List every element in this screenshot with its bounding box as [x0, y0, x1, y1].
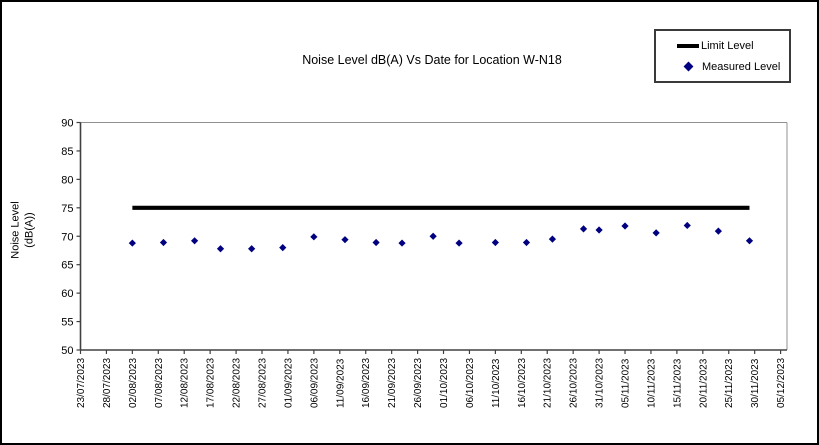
x-tick-label: 23/07/2023: [76, 358, 87, 408]
y-tick-label: 55: [61, 317, 73, 329]
legend-item-measured-level: Measured Level: [656, 61, 789, 73]
legend-limit-label: Limit Level: [701, 39, 754, 52]
measured-data-point: [745, 237, 754, 245]
x-tick-label: 28/07/2023: [102, 358, 113, 408]
measured-data-point: [372, 238, 380, 247]
y-tick-label: 60: [61, 288, 73, 300]
x-tick-label: 20/11/2023: [698, 358, 709, 408]
x-tick-label: 30/11/2023: [750, 358, 761, 408]
measured-data-point: [190, 237, 199, 245]
measured-data-point: [522, 238, 531, 247]
x-tick-label: 01/10/2023: [439, 358, 450, 408]
measured-data-point: [579, 225, 588, 233]
limit-line-swatch-icon: [677, 43, 699, 48]
measured-data-point: [279, 244, 287, 252]
measured-data-point: [548, 235, 557, 243]
legend-item-limit-level: Limit Level: [656, 40, 789, 52]
x-tick-label: 06/10/2023: [465, 358, 476, 408]
measured-data-point: [248, 245, 256, 253]
y-tick-label: 75: [61, 203, 73, 215]
x-tick-label: 06/09/2023: [309, 358, 320, 408]
y-tick-label: 50: [61, 345, 73, 357]
legend-measured-label: Measured Level: [702, 60, 781, 73]
x-tick-label: 12/08/2023: [180, 358, 191, 408]
x-tick-label: 26/10/2023: [569, 358, 580, 408]
measured-data-point: [621, 222, 629, 230]
measured-data-point: [455, 239, 463, 247]
x-tick-label: 17/08/2023: [206, 358, 217, 408]
measured-data-point: [429, 232, 437, 240]
measured-data-point: [652, 229, 660, 237]
measured-data-point: [714, 227, 722, 235]
chart-title: Noise Level dB(A) Vs Date for Location W…: [302, 53, 562, 67]
measured-data-point: [216, 245, 225, 253]
measured-data-point: [398, 239, 406, 247]
x-tick-label: 05/12/2023: [776, 358, 787, 408]
x-tick-label: 07/08/2023: [154, 358, 165, 408]
x-tick-label: 10/11/2023: [646, 358, 657, 408]
y-tick-label: 80: [61, 174, 73, 186]
measured-data-point: [128, 239, 136, 247]
measured-data-point: [341, 236, 349, 244]
legend: Limit Level Measured Level: [654, 29, 791, 83]
x-tick-label: 22/08/2023: [232, 358, 243, 408]
x-tick-label: 16/10/2023: [517, 358, 528, 408]
y-tick-label: 70: [61, 231, 73, 243]
x-tick-label: 02/08/2023: [128, 358, 139, 408]
y-tick-label: 65: [61, 260, 73, 272]
y-tick-label: 85: [61, 146, 73, 158]
measured-data-point: [310, 233, 318, 241]
x-tick-label: 21/10/2023: [543, 358, 554, 408]
y-tick-label: 90: [61, 118, 73, 130]
x-tick-label: 11/09/2023: [335, 358, 346, 408]
x-tick-label: 27/08/2023: [258, 358, 269, 408]
x-tick-label: 11/10/2023: [491, 358, 502, 408]
x-tick-label: 25/11/2023: [724, 358, 735, 408]
x-tick-label: 21/09/2023: [387, 358, 398, 408]
measured-data-point: [595, 226, 603, 234]
x-tick-label: 16/09/2023: [361, 358, 372, 408]
measured-data-point: [159, 238, 168, 247]
x-tick-label: 05/11/2023: [621, 358, 632, 408]
x-tick-label: 01/09/2023: [283, 358, 294, 408]
x-tick-label: 31/10/2023: [595, 358, 606, 408]
measured-data-point: [491, 238, 499, 247]
measured-data-point: [683, 221, 691, 230]
x-tick-label: 26/09/2023: [413, 358, 424, 408]
x-tick-label: 15/11/2023: [672, 358, 683, 408]
